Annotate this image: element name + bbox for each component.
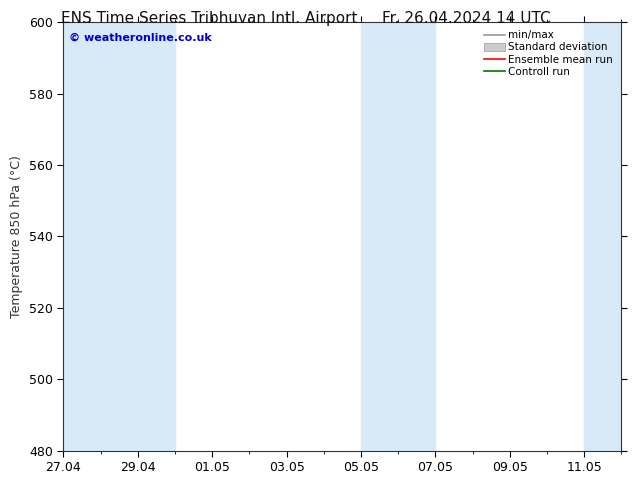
Text: ENS Time Series Tribhuvan Intl. Airport: ENS Time Series Tribhuvan Intl. Airport bbox=[61, 11, 358, 26]
Legend: min/max, Standard deviation, Ensemble mean run, Controll run: min/max, Standard deviation, Ensemble me… bbox=[481, 27, 616, 80]
Bar bbox=[63, 22, 119, 451]
Y-axis label: Temperature 850 hPa (°C): Temperature 850 hPa (°C) bbox=[10, 155, 23, 318]
Text: © weatheronline.co.uk: © weatheronline.co.uk bbox=[69, 33, 212, 43]
Bar bbox=[584, 22, 621, 451]
Bar bbox=[361, 22, 436, 451]
Text: Fr. 26.04.2024 14 UTC: Fr. 26.04.2024 14 UTC bbox=[382, 11, 550, 26]
Bar bbox=[119, 22, 175, 451]
